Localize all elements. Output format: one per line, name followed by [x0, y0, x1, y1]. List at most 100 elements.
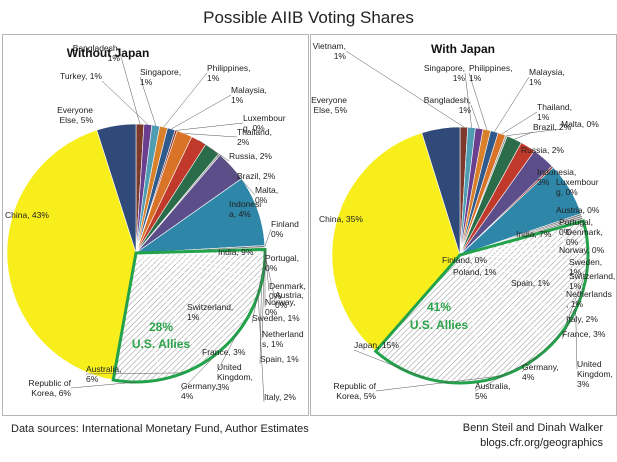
leader-line-netherlands [261, 267, 265, 340]
slice-label-united-kingdom: United Kingdom, 3% [217, 362, 253, 392]
slice-label-india: India, 7% [516, 229, 552, 239]
slice-label-austria: Austria, 0% [556, 205, 600, 215]
panel-subtitle: Without Japan [67, 46, 150, 60]
slice-label-france: France, 3% [562, 329, 606, 339]
slice-labels: Vietnam, 1% Singapore, 1% Bangladesh, 1% Phili… [311, 41, 615, 401]
slice-label-finland: Finland, 0% [442, 255, 487, 265]
leader-line-russia [198, 140, 230, 162]
leader-line-philippines [468, 72, 488, 130]
slice-label-republic-of-korea: Republic of Korea, 5% [333, 381, 376, 401]
slice-label-everyone-else: Everyone Else, 5% [57, 105, 93, 125]
slice-label-malta: Malta, 0% [255, 185, 278, 205]
slice-label-spain: Spain, 1% [260, 354, 299, 364]
slice-label-china: China, 43% [5, 210, 49, 220]
pie-chart-with-japan: Vietnam, 1% Singapore, 1% Bangladesh, 1% Phili… [311, 41, 615, 401]
slice-label-switzerland: Switzerland, 1% [569, 271, 615, 291]
leader-line-france [561, 287, 584, 340]
site-credit: blogs.cfr.org/geographics [480, 437, 603, 449]
slice-label-china: China, 35% [319, 214, 363, 224]
slice-label-bangladesh: Bangladesh, 1% [424, 95, 472, 115]
slice-label-philippines: Philippines, 1% [207, 63, 250, 83]
slice-label-denmark: Denmark, 0% [566, 227, 603, 247]
slice-label-portugal: Portugal, 0% [265, 253, 299, 273]
leader-line-united-kingdom [216, 332, 238, 373]
us-allies-outline [111, 247, 267, 384]
slice-label-sweden: Sweden, 1% [252, 313, 300, 323]
leader-line-bangladesh [470, 104, 480, 129]
leader-line-japan [353, 349, 427, 379]
slice-label-germany: Germany, 4% [181, 381, 218, 401]
slice-label-italy: Italy, 2% [264, 392, 296, 402]
slice-label-indonesia: Indonesi a, 4% [229, 199, 261, 219]
slice-label-netherlands: Netherlands, 1% [566, 289, 612, 309]
slice-label-philippines: Philippines, 1% [469, 63, 512, 83]
slice-label-finland: Finland 0% [271, 219, 299, 239]
pie-chart-without-japan: Bangladesh, 1% Turkey, 1% Singapore, 1% Phili… [5, 43, 306, 403]
leader-line-singapore [139, 76, 157, 126]
slice-label-thailand: Thailand, 2% [237, 127, 272, 147]
leader-line-germany [180, 352, 218, 392]
slice-label-australia: Australia, 6% [86, 364, 121, 384]
leader-line-spain [259, 283, 262, 365]
us-allies-outline [373, 219, 590, 385]
slice-label-united-kingdom: United Kingdom, 3% [577, 359, 613, 389]
us-allies-share: 28% [149, 320, 173, 334]
slice-label-turkey: Turkey, 1% [60, 71, 102, 81]
author-credit: Benn Steil and Dinah Walker [462, 422, 603, 434]
slice-label-indonesia: Indonesia, 3% [537, 167, 576, 187]
leader-line-italy [257, 294, 265, 403]
slice-label-sweden: Sweden, 1% [569, 257, 602, 277]
pie-panel-without-japan: Bangladesh, 1% Turkey, 1% Singapore, 1% Phili… [2, 34, 309, 416]
us-allies-label: U.S. Allies [132, 337, 191, 351]
slice-label-india: India, 9% [218, 247, 254, 257]
slice-label-luxembourg: Luxembour g, 0% [243, 113, 286, 133]
slice-label-malaysia: Malaysia, 1% [231, 85, 267, 105]
slice-label-brazil: Brazil, 2% [533, 122, 572, 132]
pie-slices [6, 123, 266, 383]
data-source-note: Data sources: International Monetary Fun… [11, 423, 309, 435]
leader-line-philippines [163, 72, 208, 128]
slice-label-denmark: Denmark, 0% [269, 281, 306, 301]
leader-line-australia [474, 357, 537, 392]
leader-line-republic-of-korea [70, 381, 138, 389]
slice-label-singapore: Singapore, 1% [424, 63, 466, 83]
slice-label-singapore: Singapore, 1% [140, 67, 181, 87]
slice-label-poland: Poland, 1% [453, 267, 497, 277]
slice-label-malta: Malta, 0% [561, 119, 599, 129]
panel-subtitle: With Japan [431, 42, 495, 56]
leader-line-malaysia [171, 94, 232, 130]
slice-label-switzerland: Switzerland, 1% [187, 302, 233, 322]
slice-label-everyone-else: Everyone Else, 5% [311, 95, 347, 115]
leader-line-luxembourg [176, 122, 244, 131]
leader-line-malta [219, 154, 256, 196]
slice-label-brazil: Brazil, 2% [237, 171, 276, 181]
pie-slice-china [331, 132, 461, 352]
slice-label-norway: Norway, 0% [265, 297, 296, 317]
leader-line-thailand [501, 111, 538, 135]
leader-line-singapore [464, 72, 472, 128]
slice-label-austria: Austria, 0% [275, 290, 304, 310]
slice-label-bangladesh: Bangladesh, 1% [73, 43, 121, 63]
slice-label-italy: Italy, 2% [566, 314, 598, 324]
leader-line-vietnam [345, 50, 465, 128]
leader-line-sweden [251, 259, 266, 324]
slice-label-republic-of-korea: Republic of Korea, 6% [28, 378, 71, 398]
pie-panel-with-japan: Vietnam, 1% Singapore, 1% Bangladesh, 1% Phili… [310, 34, 617, 416]
pie-slice-everyone-else [421, 126, 461, 256]
leader-line-republic-of-korea [375, 375, 503, 392]
slice-label-luxembourg: Luxembour g, 0% [556, 177, 599, 197]
credit-block: Benn Steil and Dinah Walker blogs.cfr.or… [463, 421, 603, 451]
us-allies-share: 41% [427, 300, 451, 314]
slice-label-malaysia: Malaysia, 1% [529, 67, 565, 87]
leader-line-united-kingdom [575, 309, 578, 370]
leader-line-finland [264, 228, 272, 247]
slice-label-france: France, 3% [202, 347, 246, 357]
leader-line-italy [565, 268, 588, 325]
slice-label-thailand: Thailand, 1% [537, 102, 572, 122]
chart-title: Possible AIIB Voting Shares [203, 8, 414, 27]
us-allies-label: U.S. Allies [410, 318, 469, 332]
slice-label-russia: Russia, 2% [229, 151, 272, 161]
slice-label-norway: Norway, 0% [559, 245, 605, 255]
slice-label-vietnam: Vietnam, 1% [313, 41, 347, 61]
